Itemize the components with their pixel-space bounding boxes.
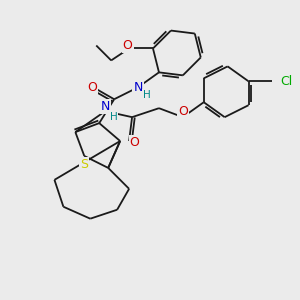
Text: H: H — [110, 112, 117, 122]
Text: O: O — [178, 105, 188, 118]
Text: N: N — [134, 81, 143, 94]
Text: N: N — [100, 100, 110, 113]
Text: O: O — [130, 136, 140, 149]
Text: Cl: Cl — [280, 75, 292, 88]
Text: S: S — [80, 158, 88, 171]
Text: H: H — [142, 90, 150, 100]
Text: O: O — [123, 39, 133, 52]
Text: O: O — [87, 81, 97, 94]
